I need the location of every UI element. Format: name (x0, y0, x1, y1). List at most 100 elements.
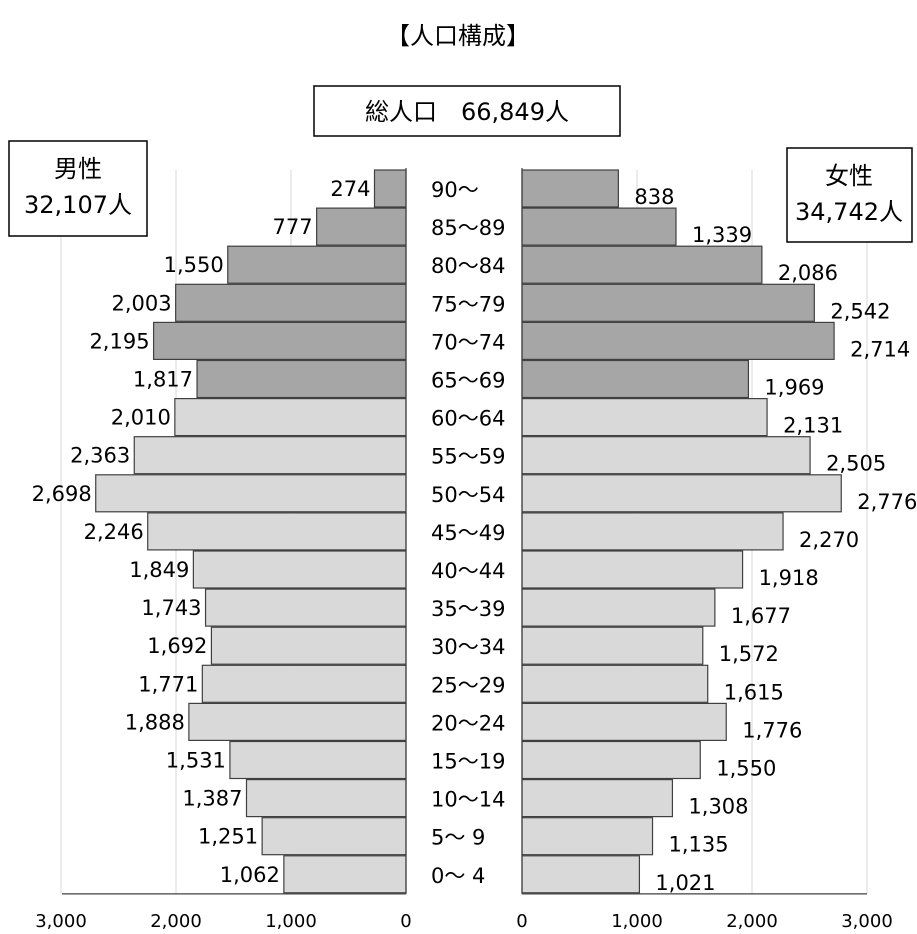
female-bar (521, 169, 619, 208)
female-value-label: 2,270 (799, 528, 859, 552)
male-bar (227, 245, 407, 284)
female-bar (521, 321, 835, 360)
female-tick-label: 0 (516, 911, 527, 932)
female-value-label: 2,086 (778, 261, 838, 285)
male-value-label: 274 (330, 177, 370, 201)
female-total: 34,742人 (795, 198, 903, 226)
female-bar (521, 817, 654, 856)
female-value-label: 1,776 (742, 718, 802, 742)
male-bar (204, 588, 407, 627)
female-bar (521, 740, 701, 780)
female-bar (521, 588, 716, 627)
male-value-label: 1,692 (147, 634, 207, 658)
female-value-label: 2,714 (850, 337, 910, 361)
male-value-label: 1,251 (198, 825, 258, 849)
male-tick-label: 0 (400, 911, 411, 932)
female-tick-label: 2,000 (726, 911, 778, 932)
male-value-label: 1,888 (125, 710, 185, 734)
male-bar (175, 283, 407, 322)
male-label: 男性 (54, 155, 102, 183)
female-bar (521, 283, 815, 322)
male-value-label: 1,849 (129, 558, 189, 582)
axes: 3,000 2,000 1,000 0 0 1,000 2,000 3,000 (35, 168, 893, 932)
female-value-label: 838 (634, 185, 674, 209)
female-value-label: 1,677 (731, 604, 791, 628)
male-value-label: 2,010 (111, 406, 171, 430)
age-group-label: 65～69 (431, 369, 505, 393)
male-value-label: 1,531 (166, 749, 226, 773)
age-group-label: 50～54 (431, 483, 505, 507)
male-bar (196, 359, 407, 399)
age-group-label: 80～84 (431, 254, 505, 278)
male-value-label: 1,743 (141, 596, 201, 620)
male-legend-box (8, 140, 148, 237)
male-bar (245, 778, 407, 818)
female-bar (521, 474, 842, 513)
female-bar (521, 550, 744, 589)
female-value-label: 1,572 (719, 642, 779, 666)
total-population-text: 総人口 66,849人 (365, 98, 569, 126)
female-bar (521, 664, 709, 703)
age-group-label: 0～ 4 (431, 864, 485, 888)
male-value-label: 2,003 (112, 291, 172, 315)
male-bar (283, 855, 407, 894)
age-group-label: 60～64 (431, 407, 505, 431)
female-label: 女性 (825, 162, 873, 190)
value-labels: 274 838 777 1,339 1,550 2,086 2,003 2,542 2,195 2… (32, 177, 917, 895)
male-bar (188, 702, 407, 742)
female-bar (521, 398, 768, 437)
age-group-label: 5～ 9 (431, 826, 485, 850)
female-bar (521, 778, 674, 818)
male-value-label: 1,771 (138, 672, 198, 696)
female-bar (521, 245, 763, 284)
male-bar (133, 436, 407, 475)
male-value-label: 1,550 (164, 253, 224, 277)
male-value-label: 1,062 (220, 863, 280, 887)
female-legend-box (786, 147, 913, 243)
male-bar (229, 740, 407, 780)
male-bar (373, 169, 407, 208)
male-bar (201, 664, 407, 703)
male-value-label: 2,246 (84, 520, 144, 544)
male-value-label: 1,817 (133, 368, 193, 392)
female-value-label: 1,918 (759, 566, 819, 590)
age-labels: 90～ 85～89 80～84 75～79 70～74 65～69 60～64 55～59 50… (431, 178, 505, 888)
female-value-label: 1,615 (724, 680, 784, 704)
male-value-label: 2,698 (32, 482, 92, 506)
age-group-label: 15～19 (431, 750, 505, 774)
age-group-label: 30～34 (431, 635, 505, 659)
chart-title: 【人口構成】 (386, 22, 530, 50)
male-bar (174, 398, 407, 437)
age-group-label: 35～39 (431, 597, 505, 621)
male-bar (95, 474, 407, 513)
total-population-box (313, 85, 621, 137)
female-value-label: 2,776 (857, 490, 917, 514)
female-bar (521, 855, 641, 894)
male-tick-label: 3,000 (35, 911, 87, 932)
female-bar (521, 626, 704, 665)
age-group-label: 20～24 (431, 711, 505, 735)
age-group-label: 10～14 (431, 788, 505, 812)
male-bar (210, 626, 407, 665)
male-value-label: 2,363 (70, 444, 130, 468)
male-total: 32,107人 (24, 191, 132, 219)
male-bar (192, 550, 407, 589)
female-bar (521, 436, 811, 475)
female-value-label: 1,550 (716, 757, 776, 781)
female-value-label: 1,969 (764, 376, 824, 400)
age-group-label: 85～89 (431, 216, 505, 240)
female-value-label: 1,308 (688, 795, 748, 819)
age-group-label: 70～74 (431, 330, 505, 354)
female-tick-label: 3,000 (841, 911, 893, 932)
female-value-label: 2,505 (826, 452, 886, 476)
female-value-label: 1,135 (669, 833, 729, 857)
age-group-label: 55～59 (431, 445, 505, 469)
male-value-label: 1,387 (182, 787, 242, 811)
female-bar (521, 359, 750, 399)
female-bar (521, 512, 784, 551)
female-tick-label: 1,000 (611, 911, 663, 932)
female-value-label: 1,339 (692, 223, 752, 247)
male-bar (261, 817, 407, 856)
bars (95, 169, 842, 894)
